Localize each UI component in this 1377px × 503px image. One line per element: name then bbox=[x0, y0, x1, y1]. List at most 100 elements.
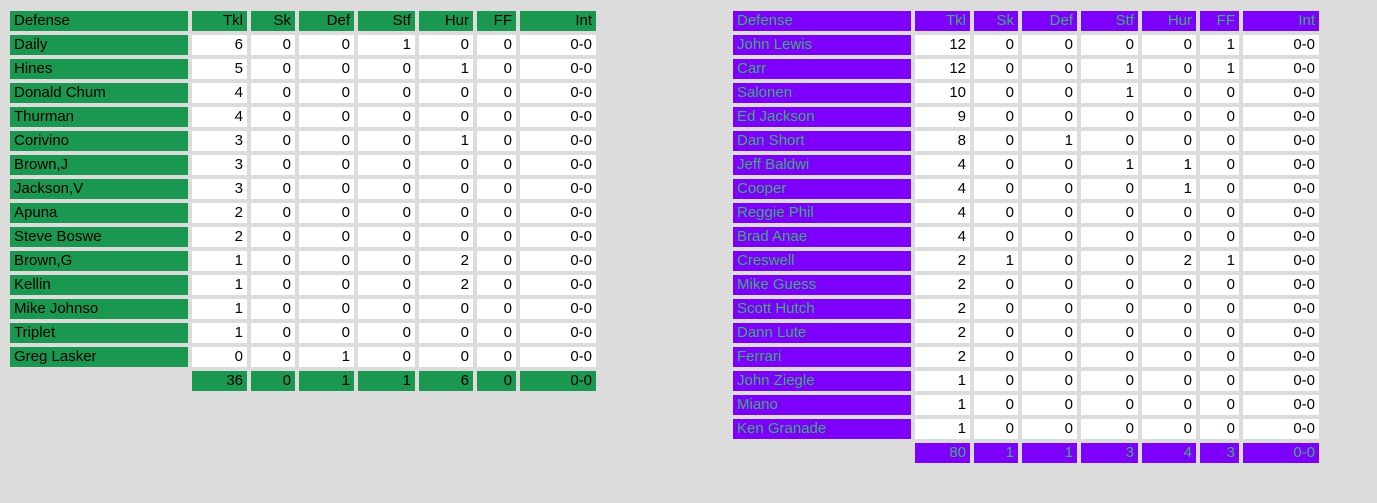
stat-cell: 0 bbox=[358, 179, 415, 199]
player-row: Ken Granade 1 0 0 0 0 0 0-0 bbox=[733, 419, 1319, 439]
stat-cell: 0-0 bbox=[1243, 323, 1319, 343]
column-header-stf: Stf bbox=[1081, 11, 1138, 31]
stat-cell: 0-0 bbox=[520, 179, 596, 199]
stat-cell: 0 bbox=[974, 371, 1018, 391]
stat-cell: 0 bbox=[974, 83, 1018, 103]
stat-cell: 1 bbox=[299, 347, 354, 367]
stat-cell: 0 bbox=[1022, 155, 1077, 175]
player-row: Brad Anae 4 0 0 0 0 0 0-0 bbox=[733, 227, 1319, 247]
stat-cell: 9 bbox=[915, 107, 970, 127]
stat-cell: 4 bbox=[192, 83, 247, 103]
stat-cell: 0 bbox=[1200, 275, 1239, 295]
stat-cell: 0 bbox=[1200, 155, 1239, 175]
player-row: Mike Guess 2 0 0 0 0 0 0-0 bbox=[733, 275, 1319, 295]
totals-stat-cell: 1 bbox=[1022, 443, 1077, 463]
player-row: John Lewis 12 0 0 0 0 1 0-0 bbox=[733, 35, 1319, 55]
player-name-cell: Hines bbox=[10, 59, 188, 79]
stat-cell: 0-0 bbox=[520, 251, 596, 271]
stat-cell: 0 bbox=[1081, 395, 1138, 415]
stat-cell: 0 bbox=[192, 347, 247, 367]
player-row: Brown,J 3 0 0 0 0 0 0-0 bbox=[10, 155, 596, 175]
player-row: Dann Lute 2 0 0 0 0 0 0-0 bbox=[733, 323, 1319, 343]
totals-stat-cell: 0 bbox=[477, 371, 516, 391]
stat-cell: 0 bbox=[974, 227, 1018, 247]
stat-cell: 0 bbox=[1081, 371, 1138, 391]
stat-cell: 0 bbox=[299, 179, 354, 199]
column-header-defense: Defense bbox=[733, 11, 911, 31]
stat-cell: 0 bbox=[299, 323, 354, 343]
stat-cell: 0 bbox=[974, 395, 1018, 415]
stat-cell: 0-0 bbox=[520, 299, 596, 319]
player-name-cell: Thurman bbox=[10, 107, 188, 127]
player-name-cell: Scott Hutch bbox=[733, 299, 911, 319]
totals-stat-cell: 36 bbox=[192, 371, 247, 391]
stat-cell: 0 bbox=[1200, 323, 1239, 343]
stat-cell: 1 bbox=[419, 59, 473, 79]
stat-cell: 2 bbox=[192, 227, 247, 247]
stat-cell: 1 bbox=[915, 395, 970, 415]
stat-cell: 0 bbox=[419, 227, 473, 247]
totals-stat-cell: 1 bbox=[358, 371, 415, 391]
player-row: Daily 6 0 0 1 0 0 0-0 bbox=[10, 35, 596, 55]
stat-cell: 0 bbox=[1200, 107, 1239, 127]
stat-cell: 0 bbox=[477, 155, 516, 175]
stat-cell: 0 bbox=[477, 203, 516, 223]
column-header-def: Def bbox=[1022, 11, 1077, 31]
stat-cell: 1 bbox=[915, 419, 970, 439]
stat-cell: 1 bbox=[1200, 59, 1239, 79]
stat-cell: 0 bbox=[1022, 35, 1077, 55]
column-header-int: Int bbox=[520, 11, 596, 31]
stat-cell: 0 bbox=[1142, 347, 1196, 367]
stat-cell: 8 bbox=[915, 131, 970, 151]
stat-cell: 0 bbox=[1081, 323, 1138, 343]
stat-cell: 0 bbox=[1081, 179, 1138, 199]
stat-cell: 0 bbox=[1142, 419, 1196, 439]
player-name-cell: Triplet bbox=[10, 323, 188, 343]
player-name-cell: Jackson,V bbox=[10, 179, 188, 199]
stat-cell: 10 bbox=[915, 83, 970, 103]
column-header-tkl: Tkl bbox=[915, 11, 970, 31]
player-name-cell: Jeff Baldwi bbox=[733, 155, 911, 175]
column-header-sk: Sk bbox=[974, 11, 1018, 31]
stat-cell: 0 bbox=[251, 59, 295, 79]
stat-cell: 0 bbox=[299, 275, 354, 295]
stat-cell: 1 bbox=[192, 251, 247, 271]
stat-cell: 0-0 bbox=[1243, 107, 1319, 127]
stat-cell: 0 bbox=[1081, 203, 1138, 223]
player-row: Brown,G 1 0 0 0 2 0 0-0 bbox=[10, 251, 596, 271]
stat-cell: 0 bbox=[251, 203, 295, 223]
stat-cell: 0 bbox=[251, 107, 295, 127]
stat-cell: 2 bbox=[915, 347, 970, 367]
stat-cell: 5 bbox=[192, 59, 247, 79]
stat-cell: 0 bbox=[299, 131, 354, 151]
stat-cell: 0 bbox=[974, 155, 1018, 175]
player-name-cell: Ferrari bbox=[733, 347, 911, 367]
column-header-tkl: Tkl bbox=[192, 11, 247, 31]
player-name-cell: Kellin bbox=[10, 275, 188, 295]
column-header-hur: Hur bbox=[419, 11, 473, 31]
stat-cell: 0-0 bbox=[1243, 179, 1319, 199]
stat-cell: 0-0 bbox=[520, 203, 596, 223]
table-totals: 80 1 1 3 4 3 0-0 bbox=[733, 443, 1319, 463]
stat-cell: 0 bbox=[358, 131, 415, 151]
column-header-ff: FF bbox=[477, 11, 516, 31]
stat-cell: 0-0 bbox=[1243, 419, 1319, 439]
stat-cell: 1 bbox=[192, 323, 247, 343]
totals-row: 36 0 1 1 6 0 0-0 bbox=[10, 371, 596, 391]
stat-cell: 1 bbox=[1200, 251, 1239, 271]
stat-cell: 0-0 bbox=[1243, 155, 1319, 175]
stat-cell: 1 bbox=[192, 275, 247, 295]
stat-cell: 0 bbox=[1022, 323, 1077, 343]
stat-cell: 0-0 bbox=[1243, 347, 1319, 367]
stat-cell: 0 bbox=[1081, 251, 1138, 271]
totals-row: 80 1 1 3 4 3 0-0 bbox=[733, 443, 1319, 463]
stat-cell: 0 bbox=[299, 203, 354, 223]
player-name-cell: Creswell bbox=[733, 251, 911, 271]
stat-cell: 0 bbox=[974, 179, 1018, 199]
stat-cell: 0 bbox=[1142, 395, 1196, 415]
stat-cell: 0 bbox=[1081, 227, 1138, 247]
player-row: Donald Chum 4 0 0 0 0 0 0-0 bbox=[10, 83, 596, 103]
player-name-cell: Apuna bbox=[10, 203, 188, 223]
stat-cell: 0 bbox=[1142, 59, 1196, 79]
player-name-cell: Ken Granade bbox=[733, 419, 911, 439]
